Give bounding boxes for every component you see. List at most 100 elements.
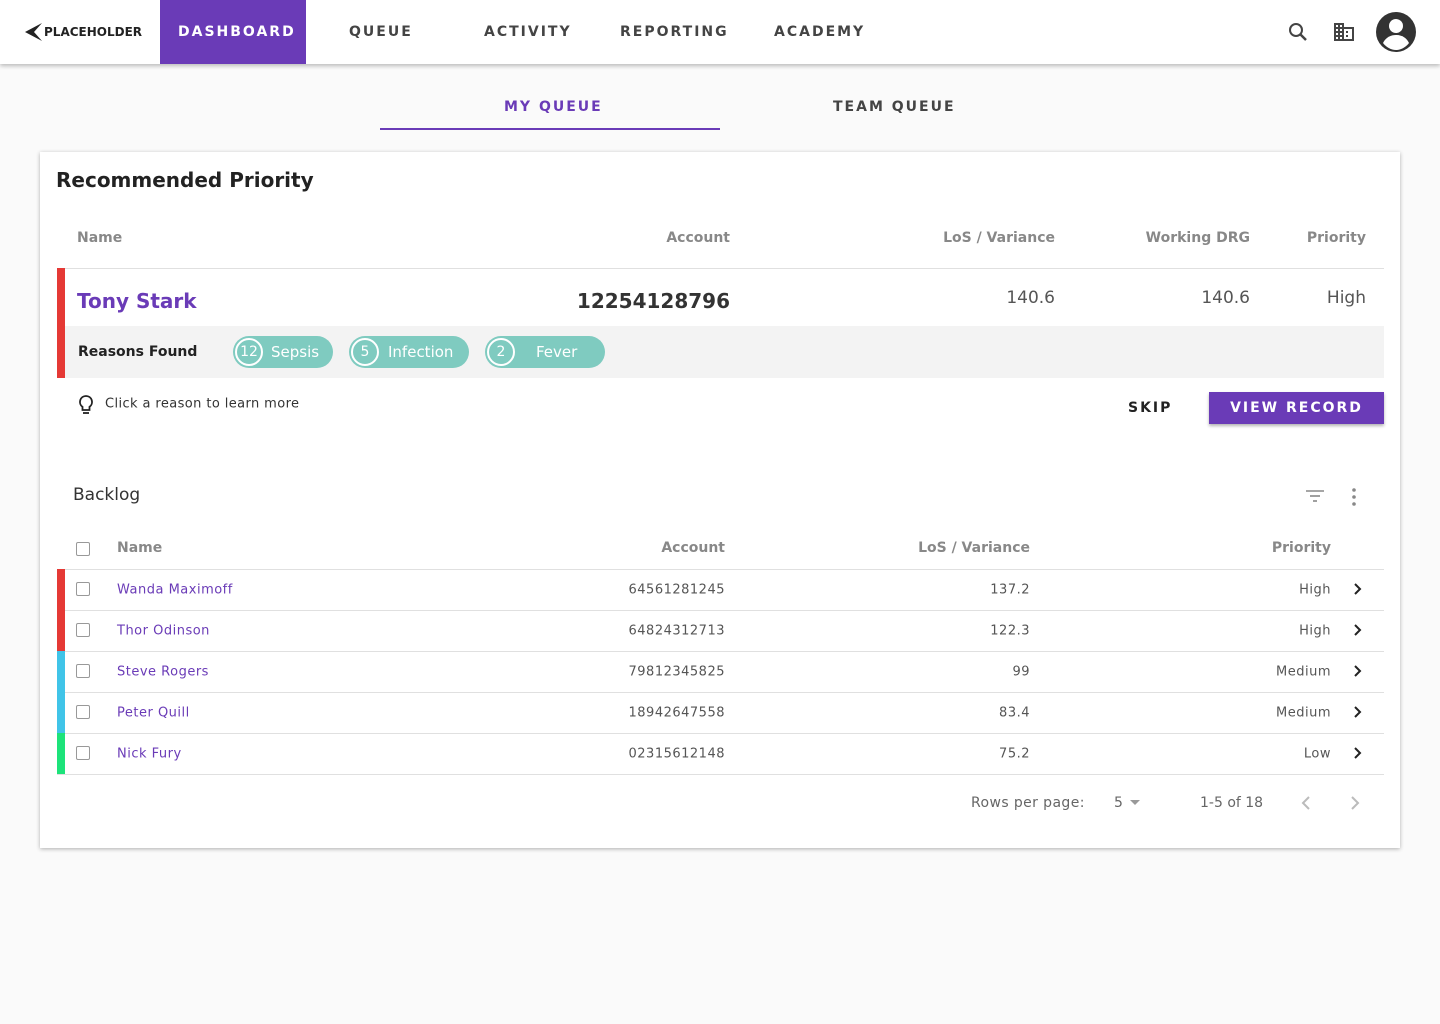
reason-chip[interactable]: 12 Sepsis [233, 336, 333, 368]
priority-stripe [57, 610, 65, 651]
record-name[interactable]: Tony Stark [77, 289, 197, 313]
nav-item[interactable]: ACTIVITY [484, 24, 572, 40]
logo-icon [25, 23, 42, 41]
row-checkbox[interactable] [76, 664, 90, 678]
active-nav-bg [160, 0, 306, 64]
more-icon[interactable] [1349, 487, 1359, 507]
divider [57, 692, 1384, 693]
divider [57, 610, 1384, 611]
row-checkbox[interactable] [76, 623, 90, 637]
logo-text: PLACEHOLDER [44, 25, 143, 39]
row-checkbox[interactable] [76, 582, 90, 596]
page-range: 1-5 of 18 [1200, 795, 1264, 811]
column-header: Priority [1306, 230, 1366, 246]
divider [57, 268, 1384, 269]
row-account: 02315612148 [628, 746, 725, 762]
column-header: Account [666, 230, 730, 246]
reason-count: 12 [235, 338, 263, 366]
record-account: 12254128796 [576, 289, 730, 313]
priority-stripe [57, 569, 65, 610]
tab[interactable]: TEAM QUEUE [833, 99, 956, 115]
divider [57, 651, 1384, 652]
filter-icon[interactable] [1305, 489, 1325, 503]
reason-count: 5 [351, 338, 379, 366]
priority-stripe [57, 733, 65, 774]
row-name[interactable]: Thor Odinson [117, 623, 210, 639]
row-name[interactable]: Nick Fury [117, 746, 182, 762]
nav-item[interactable]: DASHBOARD [178, 24, 296, 40]
chevron-icon [1354, 747, 1362, 759]
column-header[interactable]: LoS / Variance [918, 540, 1030, 556]
reason-count: 2 [487, 338, 515, 366]
row-chevron[interactable] [1352, 704, 1364, 720]
reason-chip[interactable]: 5 Infection [349, 336, 469, 368]
hint: Click a reason to learn more [105, 396, 300, 412]
chevron-icon [1354, 624, 1362, 636]
priority-stripe [57, 692, 65, 733]
reason-label: Infection [388, 343, 454, 361]
divider [57, 774, 1384, 775]
building-icon[interactable] [1332, 20, 1356, 44]
prev-page[interactable] [1300, 795, 1312, 811]
row-checkbox[interactable] [76, 705, 90, 719]
rows-per-page[interactable]: 5 [1114, 795, 1123, 811]
row-priority: Medium [1276, 705, 1331, 721]
tab[interactable]: MY QUEUE [504, 99, 603, 115]
row-chevron[interactable] [1352, 622, 1364, 638]
row-chevron[interactable] [1352, 745, 1364, 761]
record-priority: High [1326, 288, 1366, 308]
backlog-title: Backlog [73, 485, 141, 505]
reason-chip[interactable]: 2 Fever [485, 336, 605, 368]
row-name[interactable]: Peter Quill [117, 705, 190, 721]
row-los: 137.2 [990, 582, 1030, 598]
row-priority: Low [1303, 746, 1331, 762]
select-all-checkbox[interactable] [76, 542, 90, 556]
column-header[interactable]: Priority [1271, 540, 1331, 556]
reasons-label: Reasons Found [78, 344, 198, 360]
card-title: Recommended Priority [56, 168, 314, 192]
divider [57, 733, 1384, 734]
skip-button[interactable]: SKIP [1128, 400, 1173, 416]
tab-indicator [380, 128, 720, 130]
priority-stripe [57, 268, 65, 378]
column-header[interactable]: Account [661, 540, 725, 556]
reason-label: Fever [536, 343, 578, 361]
record-los: 140.6 [1006, 288, 1055, 308]
row-los: 83.4 [999, 705, 1030, 721]
record-drg: 140.6 [1201, 288, 1250, 308]
reason-label: Sepsis [271, 343, 320, 361]
dropdown-arrow[interactable] [1129, 799, 1141, 807]
nav-item[interactable]: ACADEMY [774, 24, 866, 40]
view-record-button[interactable]: VIEW RECORD [1209, 392, 1384, 424]
bulb-icon [79, 395, 93, 414]
chevron-icon [1354, 706, 1362, 718]
row-los: 122.3 [990, 623, 1030, 639]
row-checkbox[interactable] [76, 746, 90, 760]
next-page[interactable] [1349, 795, 1361, 811]
row-account: 64824312713 [628, 623, 725, 639]
row-account: 64561281245 [628, 582, 725, 598]
row-account: 79812345825 [628, 664, 725, 680]
search-icon[interactable] [1286, 20, 1310, 44]
nav-item[interactable]: REPORTING [620, 24, 729, 40]
row-priority: High [1299, 623, 1331, 639]
row-name[interactable]: Wanda Maximoff [117, 582, 233, 598]
row-priority: Medium [1276, 664, 1331, 680]
avatar[interactable] [1375, 11, 1417, 53]
chevron-icon [1354, 665, 1362, 677]
row-name[interactable]: Steve Rogers [117, 664, 209, 680]
row-priority: High [1299, 582, 1331, 598]
rows-per-page-label: Rows per page: [971, 795, 1085, 811]
divider [57, 569, 1384, 570]
column-header: Name [77, 230, 123, 246]
row-los: 75.2 [999, 746, 1030, 762]
nav-item[interactable]: QUEUE [349, 24, 413, 40]
column-header: Working DRG [1145, 230, 1250, 246]
row-chevron[interactable] [1352, 581, 1364, 597]
row-los: 99 [1012, 664, 1030, 680]
column-header[interactable]: Name [117, 540, 163, 556]
row-account: 18942647558 [628, 705, 725, 721]
row-chevron[interactable] [1352, 663, 1364, 679]
